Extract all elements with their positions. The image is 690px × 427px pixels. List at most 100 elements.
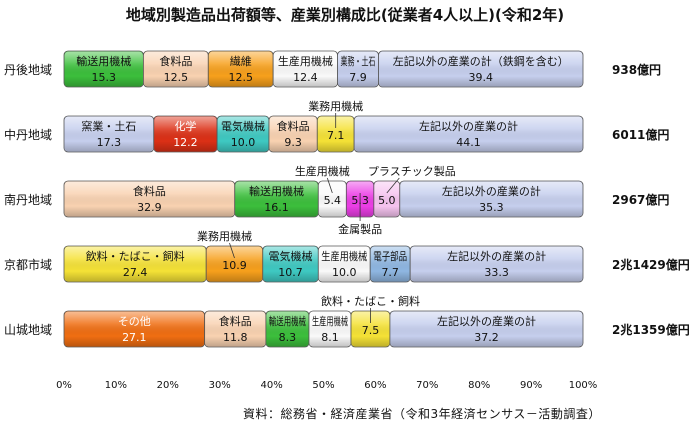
segment-value: 39.4 [469, 71, 494, 84]
bar-segment-shine [318, 181, 346, 217]
segment-value: 33.3 [484, 266, 509, 279]
segment-value: 7.9 [349, 71, 367, 84]
segment-label: 左記以外の産業の計 [419, 119, 518, 133]
segment-value: 44.1 [456, 136, 481, 149]
segment-label: 窯業・土石 [81, 119, 136, 133]
bar-segment-shine [263, 246, 318, 282]
segment-label: その他 [118, 315, 151, 328]
segment-label: 輸送用機械 [269, 314, 306, 328]
segment-value: 11.8 [223, 331, 248, 344]
category-label: 丹後地域 [4, 63, 52, 77]
segment-value: 10.9 [222, 259, 247, 272]
annotation-leader [386, 177, 400, 194]
bar-segment-shine [309, 311, 351, 347]
bar-segment-shine [64, 181, 235, 217]
segment-value: 10.0 [231, 136, 256, 149]
bar-segment-shine [338, 51, 379, 87]
bar-segment-shine [390, 311, 583, 347]
segment-value: 15.3 [91, 71, 116, 84]
bar-segment-shine [400, 181, 583, 217]
segment-annotation: プラスチック製品 [368, 164, 456, 178]
annotation-leader [326, 177, 333, 194]
segment-value: 5.0 [378, 194, 396, 207]
category-label: 中丹地域 [4, 127, 52, 142]
x-tick-label: 0% [56, 380, 72, 391]
segment-value: 12.2 [173, 136, 198, 149]
segment-value: 35.3 [479, 201, 504, 214]
segment-label: 業務・土石 [341, 54, 376, 68]
bar-segment-shine [154, 116, 217, 152]
segment-label: 左記以外の産業の計 [437, 314, 536, 328]
segment-label: 電子部品 [373, 249, 407, 263]
bar-segment-shine [205, 311, 266, 347]
x-tick-label: 90% [520, 380, 542, 391]
bar-segment-shine [318, 246, 370, 282]
annotation-leader [229, 242, 235, 259]
bar-segment-shine [64, 116, 154, 152]
segment-annotation: 業務用機械 [308, 99, 363, 113]
x-tick-label: 100% [569, 380, 598, 391]
x-tick-label: 20% [157, 380, 179, 391]
segment-value: 8.1 [321, 331, 339, 344]
source-note: 資料：総務省・経済産業省（令和3年経済センサス－活動調査） [243, 407, 601, 421]
total-value: 2967億円 [612, 192, 669, 207]
segment-annotation: 業務用機械 [197, 229, 252, 243]
segment-value: 8.3 [279, 331, 297, 344]
segment-value: 7.1 [327, 129, 345, 142]
bar-segment-shine [374, 181, 400, 217]
x-tick-label: 80% [468, 380, 490, 391]
segment-value: 12.5 [228, 71, 253, 84]
segment-value: 37.2 [474, 331, 499, 344]
bar-segment-shine [379, 51, 583, 87]
segment-label: 輸送用機械 [76, 54, 131, 68]
segment-value: 10.0 [332, 266, 357, 279]
bar-segment-shine [269, 116, 317, 152]
x-tick-label: 40% [260, 380, 282, 391]
bar-segment-shine [273, 51, 338, 87]
chart-title: 地域別製造品出荷額等、産業別構成比(従業者4人以上)(令和2年) [125, 6, 565, 24]
segment-annotation: 飲料・たばこ・飼料 [321, 294, 420, 308]
x-tick-label: 60% [364, 380, 386, 391]
segment-label: 輸送用機械 [249, 184, 304, 198]
total-value: 2兆1359億円 [612, 322, 690, 337]
bar-segment-shine [266, 311, 309, 347]
segment-label: 左記以外の産業の計 [442, 184, 541, 198]
segment-value: 9.3 [284, 136, 302, 149]
segment-value: 12.5 [164, 71, 189, 84]
segment-label: 食料品 [277, 119, 310, 133]
total-value: 6011億円 [612, 127, 669, 142]
segment-value: 17.3 [97, 136, 122, 149]
segment-value: 27.1 [122, 331, 147, 344]
category-label: 山城地域 [4, 323, 52, 337]
segment-annotation: 生産用機械 [295, 164, 350, 178]
segment-label: 電気機械 [221, 119, 265, 133]
segment-value: 7.7 [381, 266, 399, 279]
segment-value: 5.4 [324, 194, 342, 207]
segment-label: 飲料・たばこ・飼料 [86, 249, 185, 263]
segment-value: 10.7 [278, 266, 303, 279]
segment-value: 27.4 [123, 266, 148, 279]
bar-segment-shine [64, 311, 205, 347]
bar-segment-shine [370, 246, 410, 282]
segment-label: 食料品 [159, 54, 192, 68]
bar-segment-shine [410, 246, 583, 282]
segment-label: 食料品 [219, 314, 252, 328]
segment-label: 左記以外の産業の計 [447, 249, 546, 263]
segment-value: 16.1 [264, 201, 289, 214]
category-label: 京都市域 [4, 257, 52, 272]
bar-segment-shine [217, 116, 269, 152]
segment-label: 繊維 [230, 55, 252, 68]
segment-label: 電気機械 [269, 249, 313, 263]
bar-segment-shine [64, 51, 143, 87]
segment-label: 生産用機械 [278, 54, 333, 68]
bar-segment-shine [317, 116, 354, 152]
segment-label: 左記以外の産業の計（鉄鋼を含む） [393, 54, 569, 68]
segment-value: 12.4 [293, 71, 318, 84]
x-tick-label: 50% [312, 380, 334, 391]
bar-segment-shine [143, 51, 208, 87]
segment-label: 生産用機械 [312, 314, 348, 328]
segment-label: 生産用機械 [321, 249, 367, 263]
category-label: 南丹地域 [4, 192, 52, 207]
total-value: 938億円 [612, 62, 661, 77]
